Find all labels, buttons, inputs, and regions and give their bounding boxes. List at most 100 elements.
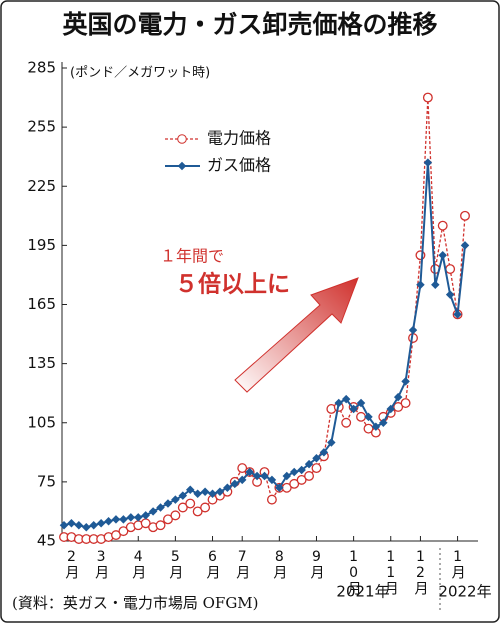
year-label: 2021年 xyxy=(336,583,389,601)
legend-marker xyxy=(177,134,187,144)
y-tick-label: 195 xyxy=(27,236,56,254)
y-tick-label: 105 xyxy=(27,413,56,431)
marker xyxy=(304,471,315,481)
marker xyxy=(415,250,426,261)
marker xyxy=(460,210,470,221)
marker xyxy=(59,520,69,530)
marker xyxy=(170,510,181,521)
marker xyxy=(82,522,91,532)
marker xyxy=(289,478,300,489)
marker xyxy=(393,392,403,402)
annotation: ５倍以上に xyxy=(175,271,290,298)
marker xyxy=(193,489,202,498)
y-tick-label: 45 xyxy=(37,532,56,550)
marker xyxy=(185,498,196,509)
marker xyxy=(437,220,448,231)
y-tick-label: 135 xyxy=(27,354,56,372)
marker xyxy=(185,485,195,495)
marker xyxy=(208,489,217,498)
legend-label: 電力価格 xyxy=(207,129,271,148)
y-tick-label: 285 xyxy=(27,59,56,77)
x-tick-label: 10月 xyxy=(346,549,362,596)
marker xyxy=(96,519,106,528)
marker xyxy=(422,92,433,103)
marker xyxy=(230,479,240,489)
marker xyxy=(379,418,388,427)
x-tick-label: 8月 xyxy=(271,549,287,580)
marker xyxy=(163,514,173,525)
legend-label: ガス価格 xyxy=(207,156,271,175)
marker xyxy=(148,507,158,516)
y-axis-label: (ポンド／メガワット時) xyxy=(70,66,210,81)
marker xyxy=(438,250,447,260)
marker xyxy=(178,491,188,500)
marker xyxy=(89,520,98,530)
marker xyxy=(67,519,76,528)
legend-marker xyxy=(177,161,187,171)
marker xyxy=(334,398,344,408)
marker xyxy=(341,394,351,404)
marker xyxy=(118,526,129,537)
marker xyxy=(431,280,440,290)
marker xyxy=(141,511,150,520)
x-tick-label: 1月 xyxy=(450,549,466,580)
marker xyxy=(453,310,462,319)
marker xyxy=(156,503,165,512)
arrow xyxy=(234,277,359,393)
marker xyxy=(266,494,277,505)
marker xyxy=(371,422,381,431)
marker xyxy=(386,404,395,414)
marker xyxy=(134,513,143,522)
x-tick-label: 5月 xyxy=(167,549,183,580)
marker xyxy=(155,520,166,531)
marker xyxy=(416,280,425,290)
marker xyxy=(163,499,173,508)
marker xyxy=(408,325,418,335)
x-tick-label: 11月 xyxy=(383,549,399,596)
marker xyxy=(312,453,321,463)
marker xyxy=(460,241,470,250)
marker xyxy=(200,487,210,496)
marker xyxy=(223,483,232,493)
y-tick-label: 225 xyxy=(27,177,56,195)
marker xyxy=(311,463,322,474)
x-tick-label: 6月 xyxy=(205,549,221,580)
marker xyxy=(304,459,314,469)
marker xyxy=(319,448,329,457)
marker xyxy=(400,398,411,408)
marker xyxy=(267,475,277,485)
marker xyxy=(237,475,247,485)
marker xyxy=(423,158,433,167)
marker xyxy=(260,471,269,481)
marker xyxy=(245,467,254,477)
marker xyxy=(192,506,203,517)
marker xyxy=(445,290,455,299)
year-label: 2022年 xyxy=(438,583,491,601)
y-tick-label: 165 xyxy=(27,295,56,313)
x-tick-label: 2月 xyxy=(63,549,79,580)
marker xyxy=(171,495,180,504)
marker xyxy=(445,264,456,274)
marker xyxy=(393,402,404,412)
chart-title: 英国の電力・ガス卸売価格の推移 xyxy=(62,10,437,39)
marker xyxy=(349,404,358,414)
x-tick-label: 12月 xyxy=(412,549,428,596)
marker xyxy=(119,515,128,524)
marker xyxy=(252,471,262,481)
marker xyxy=(356,398,366,408)
x-tick-label: 4月 xyxy=(130,549,146,580)
marker xyxy=(104,517,113,526)
marker xyxy=(237,463,248,474)
annotation: １年間で xyxy=(160,247,224,266)
marker xyxy=(275,483,284,493)
marker xyxy=(363,423,374,434)
marker xyxy=(356,411,366,422)
y-tick-label: 75 xyxy=(37,472,56,490)
marker xyxy=(177,502,188,513)
marker xyxy=(74,520,84,530)
marker xyxy=(296,474,307,485)
y-tick-label: 255 xyxy=(27,118,56,136)
marker xyxy=(200,502,211,513)
marker xyxy=(327,438,336,447)
